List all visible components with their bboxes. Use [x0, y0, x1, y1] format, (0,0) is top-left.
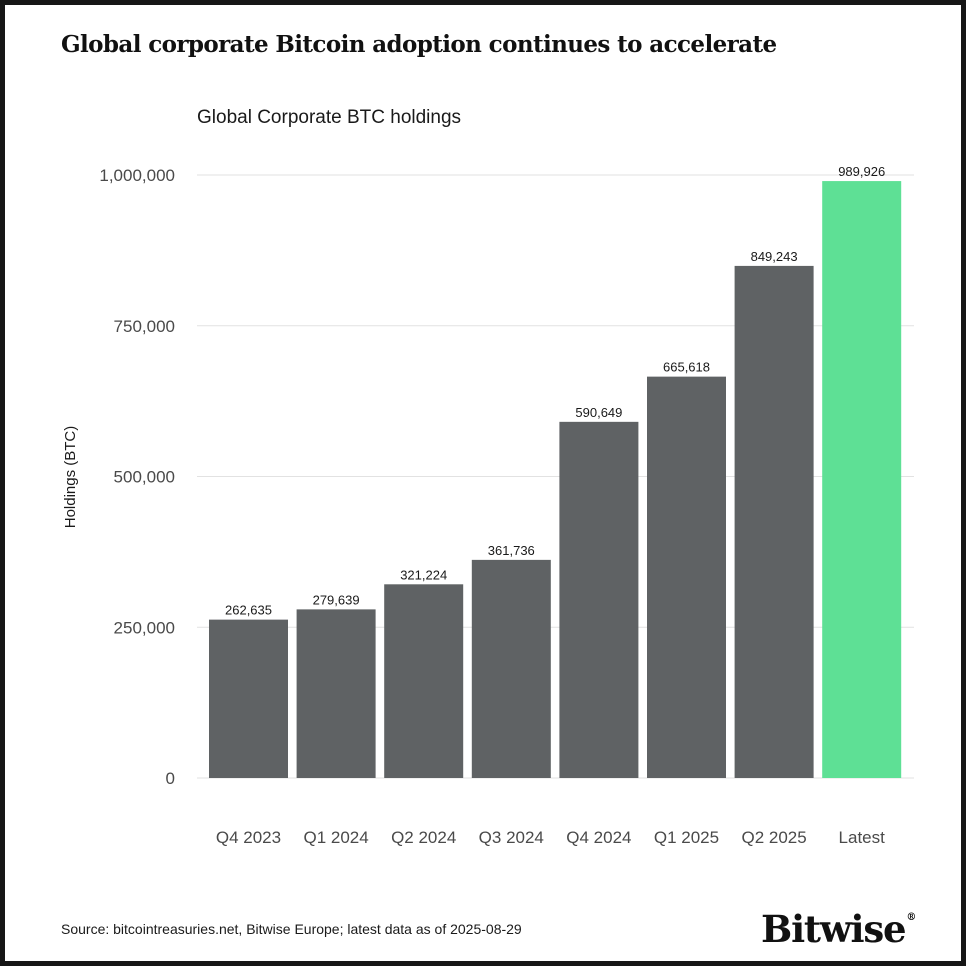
labels: Global Corporate BTC holdings Holdings (B… — [62, 107, 885, 847]
bar-value-label: 321,224 — [400, 567, 447, 582]
bar — [384, 584, 464, 778]
y-tick-label: 500,000 — [114, 468, 175, 487]
y-axis-label: Holdings (BTC) — [62, 426, 79, 529]
bar — [734, 265, 814, 778]
x-tick-label: Q3 2024 — [479, 828, 544, 847]
chart-title: Global Corporate BTC holdings — [197, 107, 461, 128]
x-tick-label: Q1 2025 — [654, 828, 719, 847]
bar — [647, 376, 726, 778]
x-tick-label: Q2 2024 — [391, 828, 456, 847]
x-tick-label: Latest — [839, 828, 886, 847]
bar — [296, 609, 376, 778]
x-tick-label: Q1 2024 — [303, 828, 368, 847]
bar-value-label: 665,618 — [663, 360, 710, 375]
x-tick-label: Q4 2024 — [566, 828, 631, 847]
registered-mark: ® — [906, 912, 917, 923]
y-tick-label: 250,000 — [114, 618, 175, 637]
bar — [559, 421, 639, 778]
bar-value-label: 262,635 — [225, 603, 272, 618]
page-title: Global corporate Bitcoin adoption contin… — [61, 31, 777, 58]
y-tick-label: 1,000,000 — [99, 166, 175, 185]
y-tick-label: 0 — [166, 769, 175, 788]
y-tick-label: 750,000 — [114, 317, 175, 336]
bar-value-label: 279,639 — [313, 592, 360, 607]
bar — [209, 619, 288, 778]
source-note: Source: bitcointreasuries.net, Bitwise E… — [61, 921, 522, 937]
bar — [471, 559, 551, 778]
x-tick-label: Q2 2025 — [741, 828, 806, 847]
bar-value-label: 989,926 — [838, 164, 885, 179]
bar-chart: Global Corporate BTC holdings Holdings (B… — [62, 107, 914, 847]
bar-value-label: 590,649 — [575, 405, 622, 420]
x-tick-label: Q4 2023 — [216, 828, 281, 847]
brand-name: Bitwise — [761, 907, 907, 951]
bar — [822, 181, 902, 779]
bar-value-label: 849,243 — [751, 249, 798, 264]
bar-value-label: 361,736 — [488, 543, 535, 558]
bars — [209, 181, 902, 779]
brand-logo: Bitwise® — [761, 911, 916, 948]
